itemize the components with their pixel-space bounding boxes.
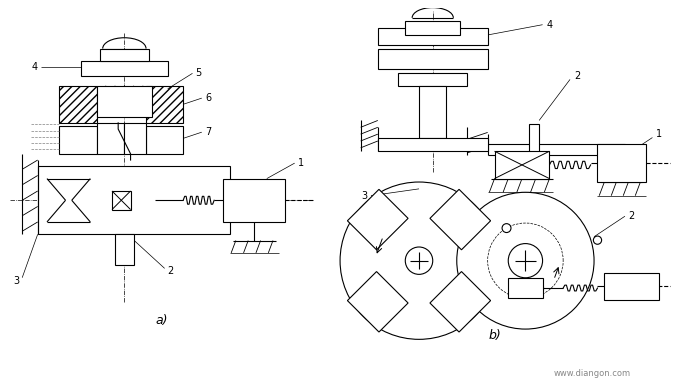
Bar bbox=[604, 273, 660, 300]
Bar bbox=[398, 73, 467, 86]
Text: 6: 6 bbox=[205, 93, 211, 103]
Text: a): a) bbox=[155, 314, 168, 327]
Bar bbox=[598, 144, 645, 182]
Bar bbox=[419, 86, 446, 138]
Text: 4: 4 bbox=[32, 62, 38, 72]
Polygon shape bbox=[347, 272, 408, 332]
Bar bbox=[112, 191, 131, 209]
Text: b): b) bbox=[488, 329, 501, 342]
Text: 1: 1 bbox=[656, 129, 662, 139]
Polygon shape bbox=[347, 189, 408, 250]
Polygon shape bbox=[430, 272, 491, 332]
Bar bbox=[378, 49, 488, 69]
Text: 2: 2 bbox=[574, 71, 580, 81]
Bar bbox=[495, 151, 549, 179]
Bar bbox=[59, 126, 96, 154]
Bar bbox=[125, 123, 146, 154]
Bar bbox=[146, 86, 183, 123]
Circle shape bbox=[594, 236, 602, 244]
Circle shape bbox=[508, 244, 542, 278]
Bar bbox=[115, 234, 134, 265]
Bar bbox=[378, 138, 488, 151]
Bar bbox=[508, 278, 542, 298]
Bar bbox=[38, 166, 229, 234]
Text: www.diangon.com: www.diangon.com bbox=[554, 369, 631, 378]
Bar bbox=[96, 86, 152, 117]
Bar bbox=[378, 28, 488, 45]
Text: 2: 2 bbox=[168, 266, 174, 277]
Text: 3: 3 bbox=[13, 276, 19, 286]
Bar bbox=[405, 21, 460, 35]
Text: 3: 3 bbox=[361, 191, 367, 201]
Circle shape bbox=[405, 247, 433, 274]
Circle shape bbox=[502, 224, 511, 233]
Bar bbox=[59, 86, 96, 123]
Bar bbox=[100, 49, 149, 61]
Text: 7: 7 bbox=[205, 127, 211, 137]
Circle shape bbox=[340, 182, 498, 339]
Bar bbox=[529, 124, 539, 155]
Circle shape bbox=[457, 192, 594, 329]
Polygon shape bbox=[430, 189, 491, 250]
Text: 4: 4 bbox=[546, 20, 553, 30]
Bar bbox=[223, 179, 285, 222]
Text: 1: 1 bbox=[297, 158, 304, 168]
Text: 2: 2 bbox=[629, 211, 635, 221]
Text: 5: 5 bbox=[196, 68, 202, 78]
Bar bbox=[146, 126, 183, 154]
Bar bbox=[96, 123, 125, 154]
Bar bbox=[81, 61, 168, 76]
